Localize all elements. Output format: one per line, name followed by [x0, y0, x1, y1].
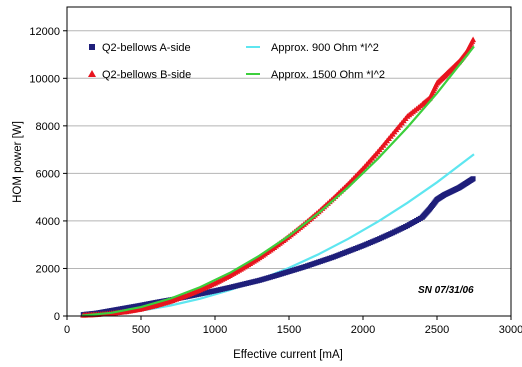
- legend-marker-a-side: [89, 44, 95, 50]
- x-axis-title: Effective current [mA]: [233, 349, 343, 361]
- fit-line-2: [81, 153, 475, 317]
- series-2: [81, 153, 475, 317]
- y-tick-label: 10000: [29, 73, 60, 85]
- legend-item-b-side: Q2-bellows B-side: [88, 69, 191, 81]
- legend-label-900-ohm: Approx. 900 Ohm *I^2: [271, 42, 379, 54]
- y-axis-title: HOM power [W]: [12, 121, 24, 203]
- x-tick-label: 1000: [203, 324, 227, 336]
- y-tick-label: 8000: [36, 121, 60, 133]
- y-tick-label: 0: [54, 311, 60, 323]
- legend-item-a-side: Q2-bellows A-side: [89, 42, 191, 54]
- legend-item-1500-ohm: Approx. 1500 Ohm *I^2: [246, 69, 385, 81]
- y-tick-label: 6000: [36, 168, 60, 180]
- series-3: [81, 45, 475, 317]
- legend-label-b-side: Q2-bellows B-side: [102, 69, 191, 81]
- x-tick-label: 2500: [425, 324, 449, 336]
- legend-label-1500-ohm: Approx. 1500 Ohm *I^2: [271, 69, 385, 81]
- data-point-a-side: [470, 176, 476, 182]
- y-tick-label: 2000: [36, 263, 60, 275]
- x-tick-label: 3000: [499, 324, 522, 336]
- date-annotation: SN 07/31/06: [418, 285, 474, 296]
- x-tick-label: 0: [64, 324, 70, 336]
- y-axis: 0 2000 4000 6000 8000 10000 12000: [29, 26, 67, 323]
- x-axis: 0 500 1000 1500 2000 2500 3000: [64, 316, 522, 336]
- y-tick-label: 4000: [36, 216, 60, 228]
- legend-marker-b-side: [88, 70, 96, 77]
- y-tick-label: 12000: [29, 26, 60, 38]
- x-tick-label: 1500: [277, 324, 301, 336]
- grid-lines: [67, 30, 511, 269]
- x-tick-label: 500: [132, 324, 150, 336]
- series-layer: [80, 36, 477, 318]
- fit-line-3: [81, 45, 475, 317]
- legend-label-a-side: Q2-bellows A-side: [102, 42, 191, 54]
- data-point-b-side: [470, 36, 477, 43]
- legend: Q2-bellows A-side Q2-bellows B-side Appr…: [88, 42, 385, 81]
- legend-item-900-ohm: Approx. 900 Ohm *I^2: [246, 42, 379, 54]
- x-tick-label: 2000: [351, 324, 375, 336]
